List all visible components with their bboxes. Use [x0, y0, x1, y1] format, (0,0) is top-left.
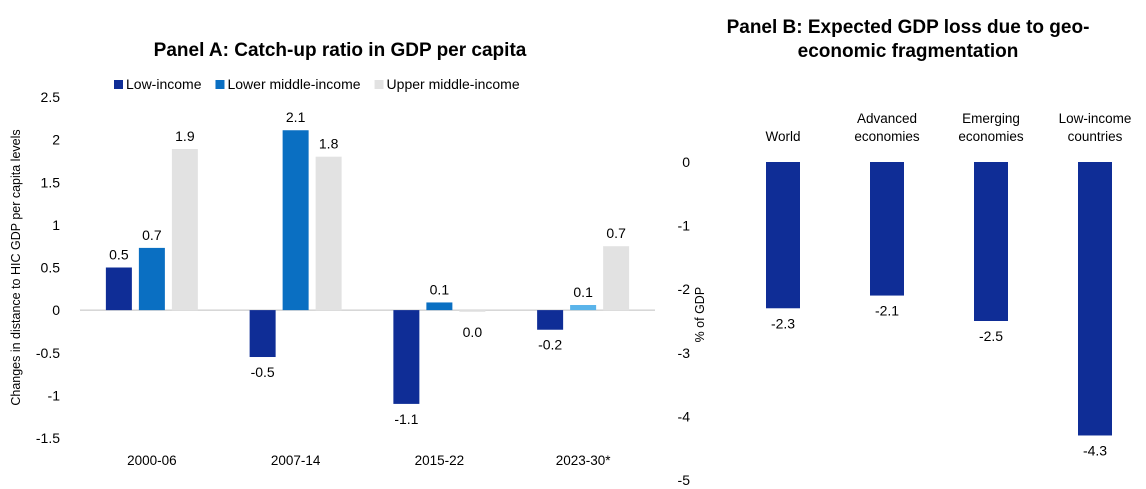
y-tick-label: -2 [678, 281, 691, 297]
data-label: -0.5 [251, 364, 275, 380]
y-tick-label: 2.5 [41, 89, 61, 105]
y-tick-label: 1.5 [41, 174, 61, 190]
bar [570, 305, 597, 311]
x-tick-label: Advanced [857, 111, 917, 126]
y-tick-label: 0 [52, 302, 60, 318]
y-tick-label: -1 [48, 387, 61, 403]
data-label: -2.5 [979, 328, 1003, 344]
legend-label: Upper middle-income [387, 76, 520, 92]
data-label: -2.1 [875, 303, 899, 319]
bar [171, 149, 198, 311]
legend-swatch [215, 80, 225, 89]
data-label: -2.3 [771, 315, 795, 331]
bar [766, 162, 800, 309]
y-tick-label: -1 [678, 218, 691, 234]
bar [105, 267, 132, 311]
bar [393, 310, 420, 404]
y-tick-label: 2 [52, 132, 60, 148]
bar [459, 310, 486, 312]
legend-label: Low-income [126, 76, 202, 92]
data-label: -0.2 [538, 337, 562, 353]
data-label: 1.9 [175, 128, 195, 144]
x-tick-label: Emerging [962, 111, 1020, 126]
legend-label: Lower middle-income [227, 76, 360, 92]
data-label: 1.8 [319, 136, 339, 152]
x-tick-label: 2023-30* [556, 453, 612, 468]
data-label: 0.1 [573, 284, 593, 300]
bar [315, 156, 342, 311]
bar [282, 130, 309, 311]
y-axis-label: Changes in distance to HIC GDP per capit… [9, 129, 23, 405]
x-tick-label: 2007-14 [271, 453, 321, 468]
bar [870, 162, 904, 296]
legend-swatch [114, 80, 123, 89]
panel-b-title: Panel B: Expected GDP loss due to geo- [727, 17, 1090, 38]
data-label: 0.1 [430, 281, 450, 297]
panel-a: Panel A: Catch-up ratio in GDP per capit… [9, 40, 655, 468]
bar [138, 247, 165, 311]
panel-b-title: economic fragmentation [798, 41, 1019, 62]
data-label: 2.1 [286, 109, 306, 125]
y-tick-label: -4 [678, 408, 691, 424]
legend-swatch [374, 80, 384, 89]
bar [974, 162, 1008, 321]
data-label: 0.7 [142, 227, 162, 243]
y-tick-label: 0 [682, 154, 690, 170]
data-label: -1.1 [394, 411, 418, 427]
y-tick-label: -3 [678, 345, 691, 361]
bar [426, 302, 453, 311]
data-label: 0.0 [463, 324, 483, 340]
y-axis-label: % of GDP [693, 287, 707, 343]
x-tick-label: 2015-22 [415, 453, 465, 468]
bar [603, 246, 630, 311]
y-tick-label: 1 [52, 217, 60, 233]
y-tick-label: -1.5 [36, 430, 60, 446]
bar [537, 310, 564, 330]
x-tick-label: economies [958, 129, 1024, 144]
x-tick-label: World [765, 129, 800, 144]
data-label: -4.3 [1083, 442, 1107, 458]
x-tick-label: economies [854, 129, 920, 144]
x-tick-label: countries [1068, 129, 1123, 144]
y-tick-label: -0.5 [36, 345, 60, 361]
panel-b: Panel B: Expected GDP loss due to geo-ec… [678, 17, 1132, 488]
data-label: 0.5 [109, 247, 129, 263]
bar [1078, 162, 1112, 436]
data-label: 0.7 [606, 225, 626, 241]
panel-a-title: Panel A: Catch-up ratio in GDP per capit… [154, 40, 527, 61]
y-tick-label: -5 [678, 472, 691, 488]
y-tick-label: 0.5 [41, 260, 61, 276]
bar [249, 310, 276, 358]
x-tick-label: Low-income [1059, 111, 1132, 126]
x-tick-label: 2000-06 [127, 453, 177, 468]
